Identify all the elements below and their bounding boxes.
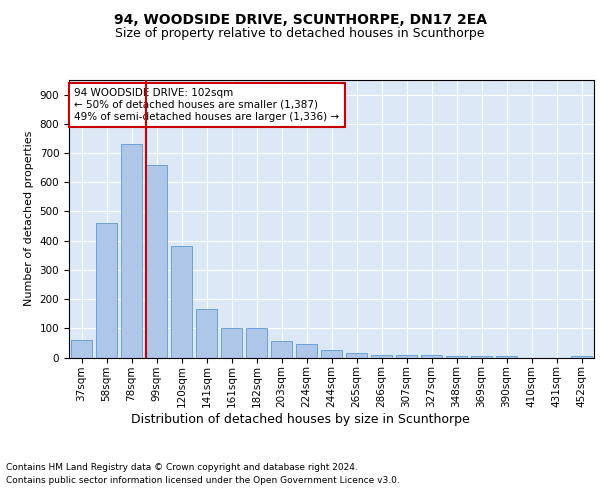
Bar bbox=[496, 356, 517, 358]
Text: Contains HM Land Registry data © Crown copyright and database right 2024.: Contains HM Land Registry data © Crown c… bbox=[6, 462, 358, 471]
Bar bbox=[221, 328, 242, 358]
Bar bbox=[346, 353, 367, 358]
Bar bbox=[271, 342, 292, 357]
Text: 94, WOODSIDE DRIVE, SCUNTHORPE, DN17 2EA: 94, WOODSIDE DRIVE, SCUNTHORPE, DN17 2EA bbox=[113, 12, 487, 26]
Bar bbox=[171, 246, 192, 358]
Bar bbox=[71, 340, 92, 357]
Bar bbox=[146, 164, 167, 358]
Bar bbox=[246, 328, 267, 358]
Bar bbox=[371, 354, 392, 358]
Text: Size of property relative to detached houses in Scunthorpe: Size of property relative to detached ho… bbox=[115, 28, 485, 40]
Bar bbox=[571, 356, 592, 358]
Text: Distribution of detached houses by size in Scunthorpe: Distribution of detached houses by size … bbox=[131, 412, 469, 426]
Bar bbox=[296, 344, 317, 358]
Text: Contains public sector information licensed under the Open Government Licence v3: Contains public sector information licen… bbox=[6, 476, 400, 485]
Bar bbox=[96, 223, 117, 358]
Bar bbox=[421, 354, 442, 358]
Text: 94 WOODSIDE DRIVE: 102sqm
← 50% of detached houses are smaller (1,387)
49% of se: 94 WOODSIDE DRIVE: 102sqm ← 50% of detac… bbox=[74, 88, 340, 122]
Bar bbox=[196, 310, 217, 358]
Bar bbox=[396, 354, 417, 358]
Bar bbox=[121, 144, 142, 358]
Y-axis label: Number of detached properties: Number of detached properties bbox=[24, 131, 34, 306]
Bar bbox=[446, 356, 467, 358]
Bar bbox=[321, 350, 342, 358]
Bar bbox=[471, 356, 492, 358]
